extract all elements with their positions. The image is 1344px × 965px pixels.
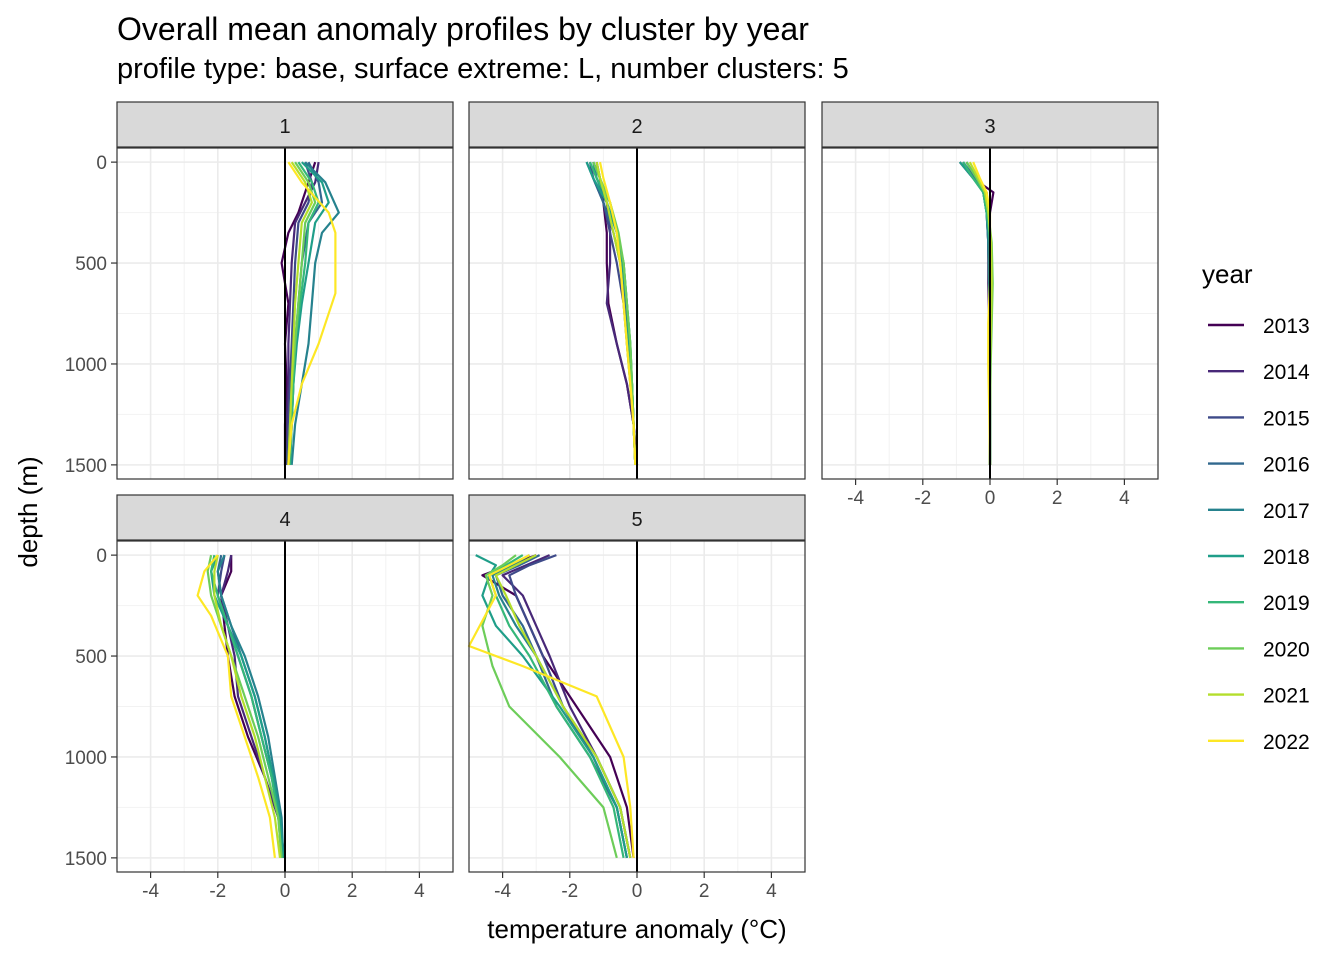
panel-strip-label: 2 (631, 116, 642, 138)
legend-label: 2020 (1263, 638, 1310, 661)
legend-label: 2016 (1263, 454, 1310, 477)
y-tick-label: 0 (96, 153, 107, 174)
series-line-2021 (213, 554, 282, 859)
panel-4: 4 0 500 1000 1500 -4 -2 0 2 4 (65, 494, 454, 902)
series-line-2022 (196, 554, 276, 859)
series-line-2021 (287, 161, 313, 465)
x-tick-label: 2 (1052, 488, 1063, 509)
x-tick-label: -4 (142, 881, 159, 902)
panel-1: 1 0 500 1000 1500 (65, 101, 454, 480)
legend: year 2013 2014 2015 2016 2017 2018 2019 2020 202… (1202, 259, 1310, 754)
x-tick-label: -2 (561, 881, 578, 902)
legend-label: 2013 (1263, 315, 1310, 338)
panel-strip (116, 494, 454, 541)
y-tick-label: 1500 (65, 849, 107, 870)
legend-label: 2022 (1263, 731, 1310, 754)
panel-5: 5 -4 -2 0 2 4 (467, 494, 806, 902)
panel-3: 3 -4 -2 0 2 4 (821, 101, 1159, 509)
legend-entry-2022: 2022 (1208, 731, 1310, 754)
legend-label: 2017 (1263, 500, 1310, 523)
y-tick-label: 1000 (65, 748, 107, 769)
legend-entry-2017: 2017 (1208, 500, 1310, 523)
x-tick-label: 4 (766, 881, 777, 902)
legend-entry-2020: 2020 (1208, 638, 1310, 661)
legend-label: 2018 (1263, 546, 1310, 569)
series-line-2018 (210, 554, 285, 858)
legend-title: year (1202, 259, 1253, 289)
legend-label: 2021 (1263, 685, 1310, 708)
x-tick-label: -4 (494, 881, 511, 902)
panel-strip-label: 1 (279, 116, 290, 138)
y-tick-label: 1500 (65, 456, 107, 477)
x-tick-label: -2 (914, 488, 931, 509)
panel-border (116, 147, 454, 480)
series-line-2017 (290, 161, 340, 465)
series-line-2020 (481, 554, 618, 859)
legend-entry-2016: 2016 (1208, 454, 1310, 477)
x-tick-label: 4 (1119, 488, 1130, 509)
x-tick-label: 0 (632, 881, 643, 902)
legend-label: 2015 (1263, 407, 1310, 430)
x-axis-label: temperature anomaly (°C) (487, 914, 786, 944)
series-line-2017 (216, 554, 285, 858)
y-tick-label: 0 (96, 546, 107, 567)
legend-label: 2019 (1263, 592, 1310, 615)
x-tick-label: 0 (985, 488, 996, 509)
panel-strip-label: 5 (631, 509, 642, 531)
x-tick-label: 4 (414, 881, 425, 902)
series-line-2022 (287, 161, 337, 465)
x-tick-label: 0 (280, 881, 291, 902)
legend-entry-2015: 2015 (1208, 407, 1310, 430)
panel-strip (468, 101, 806, 148)
y-tick-label: 500 (75, 647, 107, 668)
chart-title: Overall mean anomaly profiles by cluster… (117, 11, 809, 47)
panel-2: 2 (468, 101, 806, 480)
y-axis-label: depth (m) (13, 456, 43, 567)
legend-entry-2014: 2014 (1208, 361, 1310, 384)
panel-strip-label: 4 (279, 509, 290, 531)
legend-label: 2014 (1263, 361, 1310, 384)
panel-strip (468, 494, 806, 541)
y-tick-label: 1000 (65, 355, 107, 376)
series-line-2022 (467, 554, 635, 858)
series-line-2021 (494, 554, 632, 859)
series-line-2019 (288, 161, 320, 465)
x-tick-label: -2 (209, 881, 226, 902)
series-line-2020 (206, 554, 283, 858)
y-tick-label: 500 (75, 254, 107, 275)
series-line-2022 (598, 161, 637, 465)
legend-entry-2013: 2013 (1208, 315, 1310, 338)
legend-entry-2019: 2019 (1208, 592, 1310, 615)
panel-strip-label: 3 (984, 116, 995, 138)
panel-border (468, 147, 806, 480)
x-tick-label: -4 (847, 488, 864, 509)
chart-subtitle: profile type: base, surface extreme: L, … (117, 53, 849, 85)
panels-layer: 1 0 500 1000 1500 2 3 -4 -2 0 2 4 4 0 500 1000 1500 -4 -2 0… (65, 101, 1159, 902)
legend-entry-2021: 2021 (1208, 685, 1310, 708)
panel-strip (116, 101, 454, 148)
panel-strip (821, 101, 1159, 148)
legend-entry-2018: 2018 (1208, 546, 1310, 569)
x-tick-label: 2 (699, 881, 710, 902)
x-tick-label: 2 (347, 881, 358, 902)
